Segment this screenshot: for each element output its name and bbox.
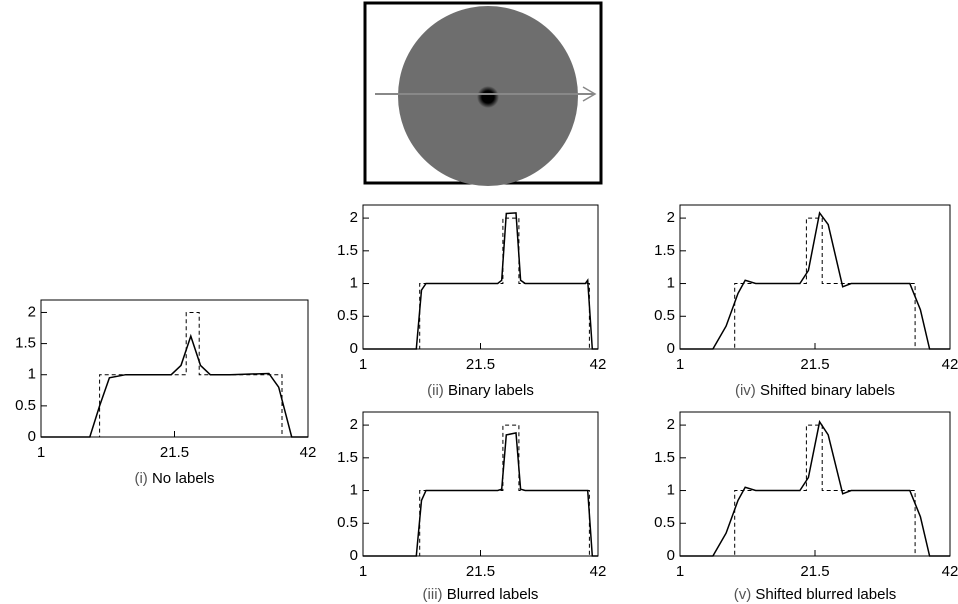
- panel: 0 0.5 1 1.5 2 1 21.5 42 (iii) Blurred labels: [337, 411, 607, 603]
- y-tick-label: 1.5: [654, 449, 675, 466]
- caption-title: Shifted binary labels: [760, 382, 895, 399]
- reconstruction-line: [363, 212, 598, 350]
- y-tick-label: 0.5: [15, 397, 36, 414]
- x-tick-label: 1: [676, 563, 684, 580]
- x-tick-label: 42: [942, 356, 958, 373]
- y-tick-label: 0: [667, 547, 675, 564]
- caption-title: Binary labels: [448, 382, 534, 399]
- reference-line: [680, 424, 950, 557]
- y-tick-label: 1: [667, 275, 675, 292]
- y-tick-label: 0.5: [337, 514, 358, 531]
- caption-title: Shifted blurred labels: [755, 586, 896, 603]
- y-tick-label: 1: [667, 482, 675, 499]
- plot-frame: [40, 299, 309, 438]
- x-tick-label: 42: [300, 444, 317, 461]
- x-tick-label: 42: [590, 563, 607, 580]
- x-tick-label: 21.5: [466, 563, 495, 580]
- y-tick-label: 0: [350, 340, 358, 357]
- x-tick-label: 21.5: [800, 563, 829, 580]
- x-tick-label: 42: [942, 563, 958, 580]
- reconstruction-line: [363, 431, 598, 557]
- y-tick-label: 0: [28, 428, 36, 445]
- reconstruction-line: [680, 211, 950, 350]
- y-tick-label: 0: [350, 547, 358, 564]
- caption-title: Blurred labels: [447, 586, 539, 603]
- plot-frame: [679, 204, 951, 350]
- y-tick-label: 0.5: [337, 307, 358, 324]
- panel: 0 0.5 1 1.5 2 1 21.5 42 (iv) Shifted binary labe…: [654, 204, 958, 399]
- y-tick-label: 1.5: [337, 242, 358, 259]
- caption-prefix: (iii): [423, 586, 443, 603]
- caption: (v) Shifted blurred labels: [734, 586, 897, 603]
- y-tick-label: 0.5: [654, 307, 675, 324]
- x-tick-label: 21.5: [466, 356, 495, 373]
- caption: (iv) Shifted binary labels: [735, 382, 895, 399]
- arrow-head: [582, 86, 597, 102]
- x-tick-label: 1: [359, 563, 367, 580]
- y-tick-label: 1.5: [337, 449, 358, 466]
- x-tick-label: 21.5: [160, 444, 189, 461]
- panel: 0 0.5 1 1.5 2 1 21.5 42 (v) Shifted blurred labe…: [654, 411, 958, 603]
- caption-prefix: (i): [134, 470, 147, 487]
- reconstruction-line: [680, 419, 950, 557]
- caption: (iii) Blurred labels: [423, 586, 539, 603]
- x-tick-label: 21.5: [800, 356, 829, 373]
- caption: (i) No labels: [134, 470, 214, 487]
- x-tick-label: 1: [676, 356, 684, 373]
- plot-frame: [362, 204, 599, 350]
- y-tick-label: 1: [28, 366, 36, 383]
- plot-frame: [679, 411, 951, 557]
- y-tick-label: 0.5: [654, 514, 675, 531]
- y-tick-label: 1.5: [15, 335, 36, 352]
- phantom-image: [363, 1, 603, 186]
- caption-title: No labels: [152, 470, 215, 487]
- caption-prefix: (ii): [427, 382, 444, 399]
- y-tick-label: 1: [350, 275, 358, 292]
- y-tick-label: 2: [350, 209, 358, 226]
- caption-prefix: (iv): [735, 382, 756, 399]
- y-tick-label: 2: [350, 416, 358, 433]
- y-tick-label: 1: [350, 482, 358, 499]
- y-tick-label: 2: [667, 209, 675, 226]
- y-tick-label: 2: [28, 303, 36, 320]
- panel: 0 0.5 1 1.5 2 1 21.5 42 (i) No labels: [15, 299, 317, 487]
- inner-dot: [477, 86, 499, 108]
- caption-prefix: (v): [734, 586, 752, 603]
- reference-line: [680, 217, 950, 350]
- x-tick-label: 1: [37, 444, 45, 461]
- plot-frame: [362, 411, 599, 557]
- caption: (ii) Binary labels: [427, 382, 534, 399]
- y-tick-label: 2: [667, 416, 675, 433]
- panel: 0 0.5 1 1.5 2 1 21.5 42 (ii) Binary labels: [337, 204, 607, 399]
- y-tick-label: 1.5: [654, 242, 675, 259]
- x-tick-label: 1: [359, 356, 367, 373]
- x-tick-label: 42: [590, 356, 607, 373]
- y-tick-label: 0: [667, 340, 675, 357]
- reference-line: [41, 312, 308, 438]
- reconstruction-line: [41, 333, 308, 438]
